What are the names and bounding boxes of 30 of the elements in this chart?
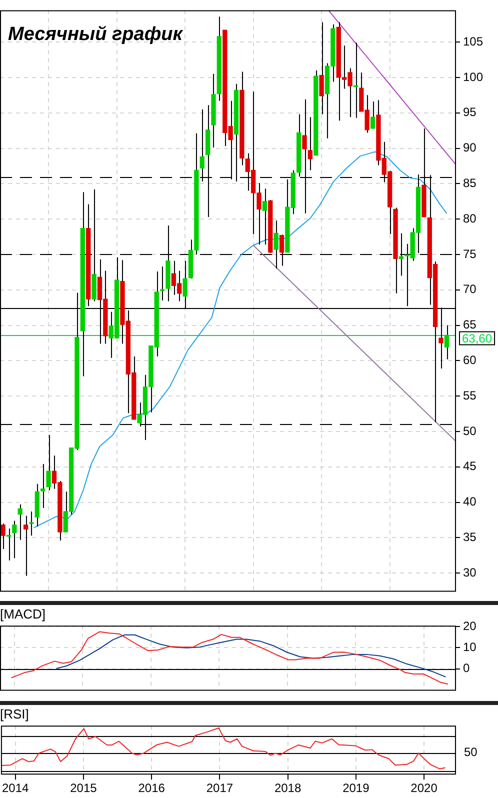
y-tick-label: 40 <box>463 494 477 509</box>
x-tick-label: 2020 <box>410 781 438 796</box>
y-tick-label: 75 <box>463 246 477 261</box>
x-tick-label: 2018 <box>274 781 302 796</box>
x-tick-label: 2014 <box>2 781 30 796</box>
y-tick-label: 30 <box>463 565 477 580</box>
text: Месячный график <box>8 24 184 46</box>
y-tick-label: 65 <box>463 318 477 332</box>
y-tick-label: 80 <box>463 211 477 226</box>
y-tick-label: 95 <box>463 105 477 120</box>
x-tick-label: 2017 <box>206 781 234 796</box>
y-tick-label: 0 <box>463 661 470 676</box>
x-tick-label: 2019 <box>342 781 370 796</box>
y-tick-label: 60 <box>463 352 477 367</box>
y-tick-label: 85 <box>463 176 477 190</box>
x-tick-label: 2016 <box>138 781 166 796</box>
y-tick-label: 10 <box>463 640 477 654</box>
x-tick-label: 2015 <box>70 781 98 796</box>
y-tick-label: 55 <box>463 388 477 402</box>
y-tick-label: 35 <box>463 530 477 544</box>
y-tick-label: 100 <box>463 70 484 84</box>
y-tick-label: 90 <box>463 140 477 155</box>
y-tick-label: 105 <box>463 34 484 48</box>
ref-line-label: 63,60 <box>462 332 492 346</box>
y-tick-label: 45 <box>463 459 477 474</box>
y-tick-label: 20 <box>463 618 477 633</box>
chart-title: [MACD] <box>0 606 46 622</box>
y-tick-label: 50 <box>463 424 477 438</box>
chart-title: [RSI] <box>0 706 29 722</box>
y-tick-label: 70 <box>463 282 477 296</box>
